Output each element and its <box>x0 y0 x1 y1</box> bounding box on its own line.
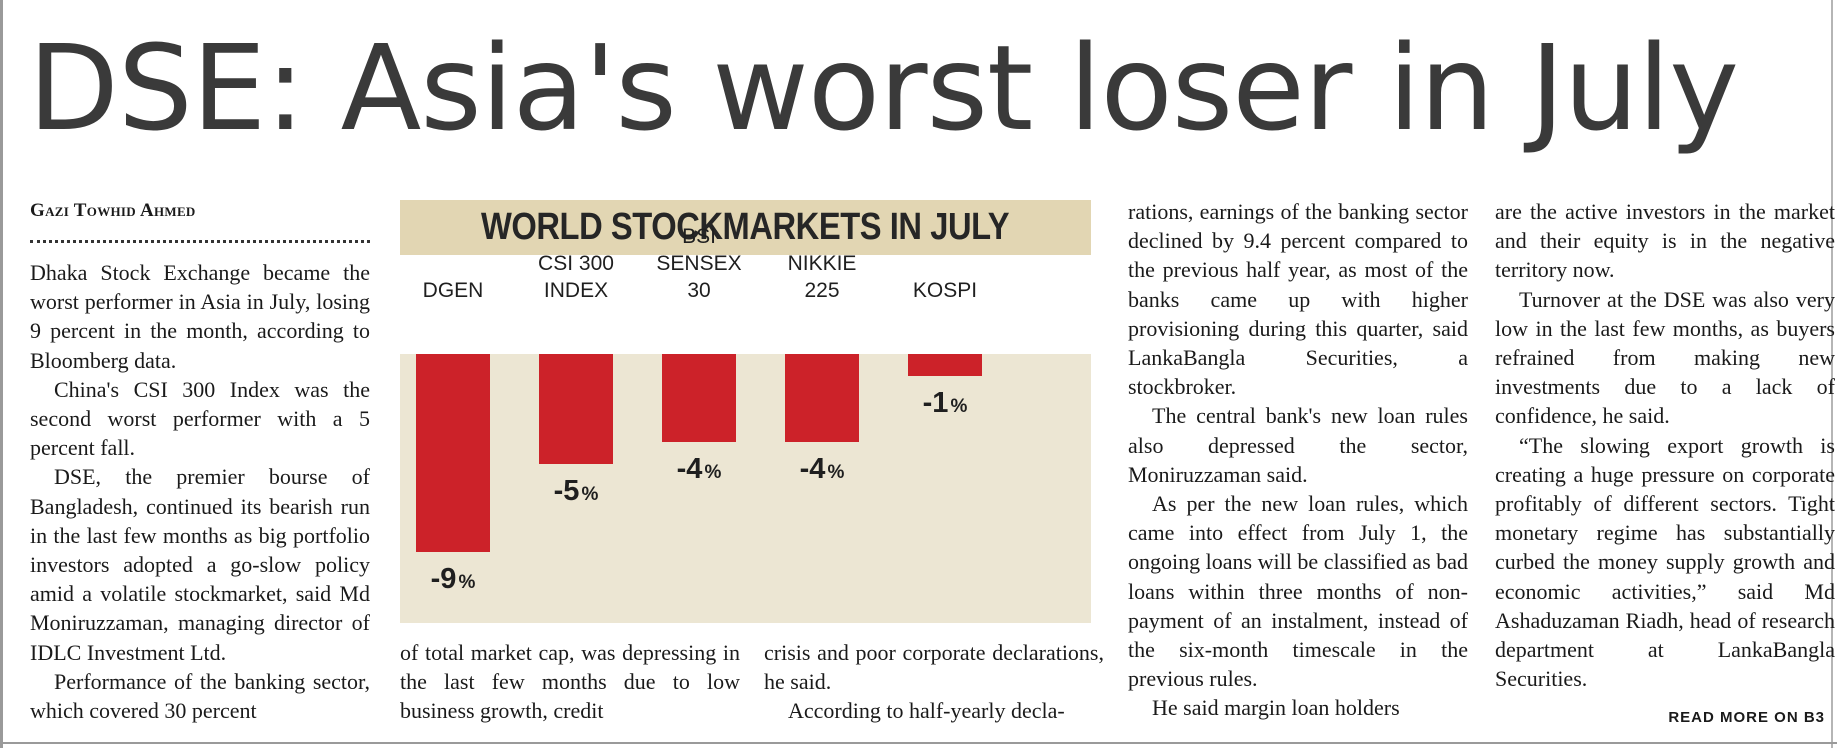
paragraph: Performance of the banking sector, which… <box>30 668 370 724</box>
category-label: SENSEX <box>656 252 741 275</box>
article-column-2: of total market cap, was depressing in t… <box>400 638 740 726</box>
paragraph: rations, earnings of the banking sector … <box>1128 199 1468 400</box>
paragraph: As per the new loan rules, which came in… <box>1128 491 1468 692</box>
chart-title: WORLD STOCKMARKETS IN JULY <box>481 206 1010 248</box>
page-frame-bottom <box>0 742 1837 744</box>
category-label: NIKKIE <box>788 252 857 275</box>
paragraph: According to half-yearly decla- <box>788 698 1065 724</box>
data-label: -4% <box>800 453 845 485</box>
paragraph: of total market cap, was depressing in t… <box>400 640 740 724</box>
data-label: -5% <box>554 475 599 507</box>
page-frame-left <box>0 0 3 748</box>
paragraph: crisis and poor corporate declarations, … <box>764 640 1104 695</box>
paragraph: are the active investors in the market a… <box>1495 199 1835 283</box>
paragraph: Dhaka Stock Exchange became the worst pe… <box>30 260 370 373</box>
category-label: 225 <box>804 279 839 302</box>
article-column-5: are the active investors in the market a… <box>1495 197 1835 693</box>
article-column-1: Dhaka Stock Exchange became the worst pe… <box>30 258 370 725</box>
bar <box>785 354 859 442</box>
byline-dotted-rule <box>30 240 370 243</box>
paragraph: Turnover at the DSE was also very low in… <box>1495 286 1835 429</box>
bar <box>539 354 613 464</box>
data-label: -1% <box>923 387 968 419</box>
paragraph: DSE, the premier bourse of Bangladesh, c… <box>30 464 370 665</box>
chart-panel <box>400 354 1091 623</box>
read-more-link[interactable]: READ MORE ON B3 <box>1668 709 1825 726</box>
data-label: -4% <box>677 453 722 485</box>
category-label: DGEN <box>423 279 484 302</box>
bar-chart: DGEN -9 % CSI 300 INDEX -5 % BSI SENSEX 30 -4 % NIKK… <box>416 225 982 595</box>
page-frame-right <box>1831 0 1833 748</box>
category-label: KOSPI <box>913 279 977 302</box>
article-column-4: rations, earnings of the banking sector … <box>1128 197 1468 723</box>
headline: DSE: Asia's worst loser in July <box>28 19 1739 157</box>
data-label: -9% <box>431 563 476 595</box>
category-label: BSI <box>682 225 716 248</box>
paragraph: The central bank's new loan rules also d… <box>1128 403 1468 487</box>
paragraph: China's CSI 300 Index was the second wor… <box>30 376 370 461</box>
bar <box>908 354 982 376</box>
paragraph: He said margin loan holders <box>1152 695 1400 721</box>
article-column-3: crisis and poor corporate declarations, … <box>764 638 1104 726</box>
paragraph: “The slowing export growth is creating a… <box>1495 432 1835 692</box>
category-label: 30 <box>687 279 710 302</box>
chart-title-band: WORLD STOCKMARKETS IN JULY <box>400 200 1091 255</box>
bar <box>416 354 490 552</box>
byline: Gazi Towhid Ahmed <box>30 200 196 221</box>
bar <box>662 354 736 442</box>
category-label: CSI 300 <box>538 252 614 275</box>
category-label: INDEX <box>544 279 608 302</box>
